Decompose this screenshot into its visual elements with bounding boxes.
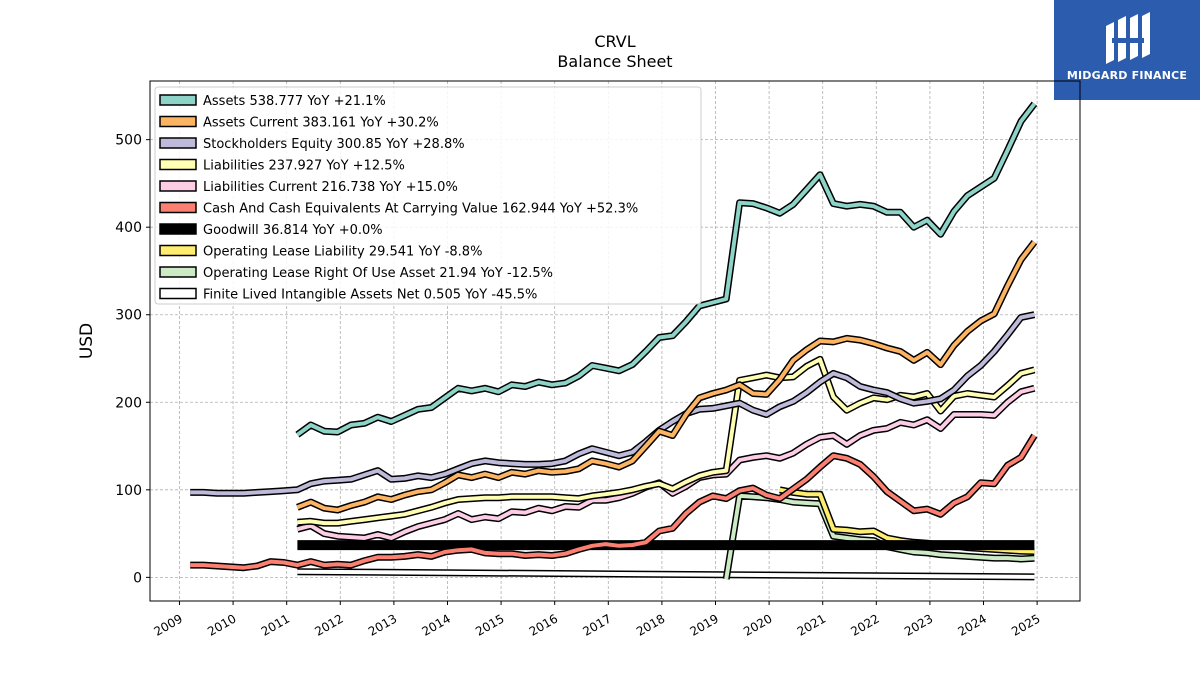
x-tick-label: 2025: [1009, 611, 1042, 638]
x-axis: 2009 2010 2011 2012 2013 2014 2015 2016 2017 2018…: [152, 601, 1043, 639]
x-tick-label: 2022: [848, 611, 881, 638]
y-tick-label: 0: [133, 570, 142, 586]
chart-subtitle: Balance Sheet: [557, 52, 673, 71]
x-tick-label: 2009: [152, 611, 185, 638]
series-line: [296, 102, 1036, 437]
y-axis-label: USD: [77, 323, 97, 359]
y-tick-label: 400: [115, 220, 142, 236]
legend-label: Assets 538.777 YoY +21.1%: [203, 94, 386, 109]
legend-item: Assets Current 383.161 YoY +30.2%: [159, 115, 439, 131]
x-tick-label: 2024: [956, 611, 989, 638]
series-line: [190, 434, 1037, 570]
y-tick-label: 100: [115, 483, 142, 499]
x-tick-label: 2011: [259, 611, 292, 638]
x-tick-label: 2013: [366, 611, 399, 638]
legend-label: Operating Lease Right Of Use Asset 21.94…: [203, 266, 553, 281]
y-tick-label: 200: [115, 395, 142, 411]
legend-label: Liabilities Current 216.738 YoY +15.0%: [203, 180, 458, 195]
legend-label: Finite Lived Intangible Assets Net 0.505…: [203, 288, 537, 303]
x-tick-label: 2020: [741, 611, 774, 638]
legend-swatch: [159, 94, 197, 106]
legend-swatch: [159, 158, 197, 171]
legend-item: Liabilities Current 216.738 YoY +15.0%: [159, 180, 458, 195]
series-line: [190, 312, 1035, 496]
legend-item: Stockholders Equity 300.85 YoY +28.8%: [159, 137, 465, 152]
legend-label: Assets Current 383.161 YoY +30.2%: [203, 116, 439, 131]
x-tick-label: 2014: [420, 611, 453, 638]
legend-box: [154, 86, 702, 305]
legend-swatch: [159, 223, 197, 235]
x-tick-label: 2015: [473, 611, 506, 638]
series-2: [190, 311, 1036, 497]
legend-label: Operating Lease Liability 29.541 YoY -8.…: [203, 245, 482, 260]
legend-label: Liabilities 237.927 YoY +12.5%: [203, 159, 405, 174]
legend-label: Goodwill 36.814 YoY +0.0%: [203, 223, 383, 238]
legend-swatch: [159, 201, 197, 214]
legend-item: Operating Lease Liability 29.541 YoY -8.…: [159, 244, 482, 260]
series-5: [190, 433, 1038, 572]
series-0: [295, 101, 1038, 438]
x-tick-label: 2017: [580, 611, 613, 638]
x-tick-label: 2016: [527, 611, 560, 638]
legend-swatch: [159, 180, 197, 192]
midgard-logo-icon: [1106, 12, 1150, 64]
legend: Assets 538.777 YoY +21.1% Assets Current …: [154, 86, 702, 305]
series-1: [296, 239, 1038, 514]
series-line: [297, 569, 1035, 579]
x-tick-label: 2019: [688, 611, 721, 638]
plot-frame: [149, 80, 1081, 602]
logo-text: MIDGARD FINANCE: [1066, 69, 1188, 82]
legend-label: Cash And Cash Equivalents At Carrying Va…: [203, 202, 638, 217]
x-tick-label: 2021: [795, 611, 828, 638]
series-line: [296, 240, 1036, 512]
legend-swatch: [159, 115, 197, 128]
legend-item: Goodwill 36.814 YoY +0.0%: [159, 223, 383, 238]
y-axis: 0 100 200 300 400 500: [115, 133, 150, 586]
x-tick-label: 2018: [634, 611, 667, 638]
legend-item: Finite Lived Intangible Assets Net 0.505…: [159, 287, 537, 303]
series-3: [297, 355, 1036, 527]
brand-logo: MIDGARD FINANCE: [1054, 0, 1200, 100]
legend-swatch: [159, 244, 197, 257]
series-9: [297, 568, 1035, 581]
series-line-outline: [297, 355, 1036, 527]
legend-label: Stockholders Equity 300.85 YoY +28.8%: [203, 137, 465, 152]
chart-title: CRVL: [594, 32, 636, 51]
x-tick-label: 2012: [312, 611, 345, 638]
x-tick-label: 2023: [902, 611, 935, 638]
y-tick-label: 300: [115, 308, 142, 324]
legend-swatch: [159, 287, 197, 300]
legend-item: Operating Lease Right Of Use Asset 21.94…: [159, 266, 553, 281]
legend-item: Cash And Cash Equivalents At Carrying Va…: [159, 201, 638, 217]
y-tick-label: 500: [115, 133, 142, 149]
legend-item: Assets 538.777 YoY +21.1%: [159, 94, 386, 109]
x-tick-label: 2010: [205, 611, 238, 638]
legend-swatch: [159, 137, 197, 149]
legend-item: Liabilities 237.927 YoY +12.5%: [159, 158, 405, 174]
series-line: [297, 357, 1035, 526]
legend-swatch: [159, 266, 197, 278]
